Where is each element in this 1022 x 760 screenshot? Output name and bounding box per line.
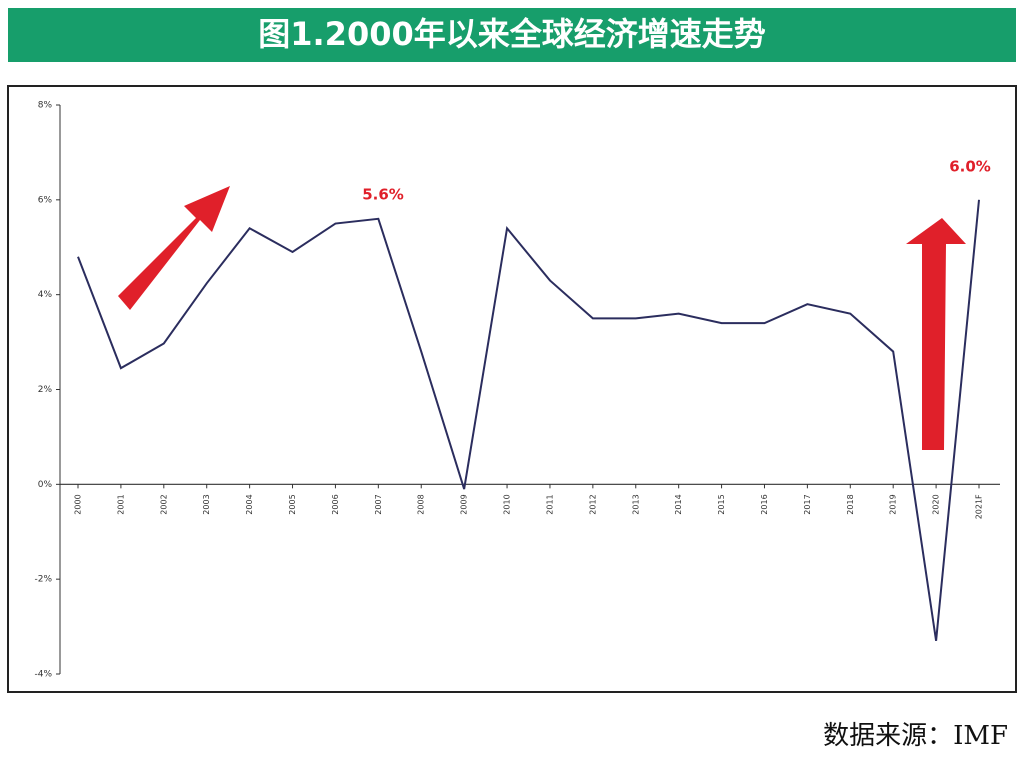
- y-tick-label: -2%: [34, 575, 52, 585]
- x-tick-label: 2001: [116, 494, 125, 514]
- x-tick-label: 2012: [588, 494, 597, 514]
- x-tick-label: 2018: [846, 494, 855, 514]
- title-banner: [8, 8, 1016, 62]
- x-tick-label: 2014: [674, 494, 683, 514]
- x-tick-label: 2000: [74, 494, 83, 514]
- x-tick-label: 2019: [889, 494, 898, 514]
- chart-title: 图1.2000年以来全球经济增速走势: [258, 15, 766, 53]
- x-tick-label: 2015: [717, 494, 726, 514]
- x-tick-label: 2009: [460, 494, 469, 514]
- data-line: [77, 199, 980, 641]
- x-tick-label: 2007: [374, 494, 383, 514]
- y-tick-label: 4%: [38, 290, 53, 300]
- y-tick-label: -4%: [34, 670, 52, 680]
- x-tick-label: 2006: [331, 494, 340, 514]
- x-tick-label: 2011: [545, 494, 554, 514]
- x-tick-label: 2004: [245, 494, 254, 514]
- x-tick-label: 2017: [803, 494, 812, 514]
- x-tick-label: 2008: [417, 494, 426, 514]
- x-tick-label: 2002: [159, 494, 168, 514]
- y-tick-label: 6%: [38, 195, 53, 205]
- annotation: 6.0%: [949, 158, 991, 176]
- x-tick-label: 2013: [631, 494, 640, 514]
- x-tick-label: 2020: [932, 494, 941, 514]
- x-tick-label: 2005: [288, 494, 297, 514]
- y-tick-label: 8%: [38, 101, 53, 111]
- x-tick-label: 2016: [760, 494, 769, 514]
- x-tick-label: 2021F: [975, 494, 984, 519]
- annotation: 5.6%: [362, 186, 404, 204]
- up-arrow: [118, 186, 230, 310]
- y-tick-label: 2%: [38, 385, 53, 395]
- x-tick-label: 2010: [503, 494, 512, 514]
- chart-frame: [7, 85, 1017, 693]
- y-tick-label: 0%: [38, 480, 53, 490]
- up-arrow: [906, 218, 966, 450]
- x-tick-label: 2003: [202, 494, 211, 514]
- source: 数据来源：IMF: [823, 721, 1008, 751]
